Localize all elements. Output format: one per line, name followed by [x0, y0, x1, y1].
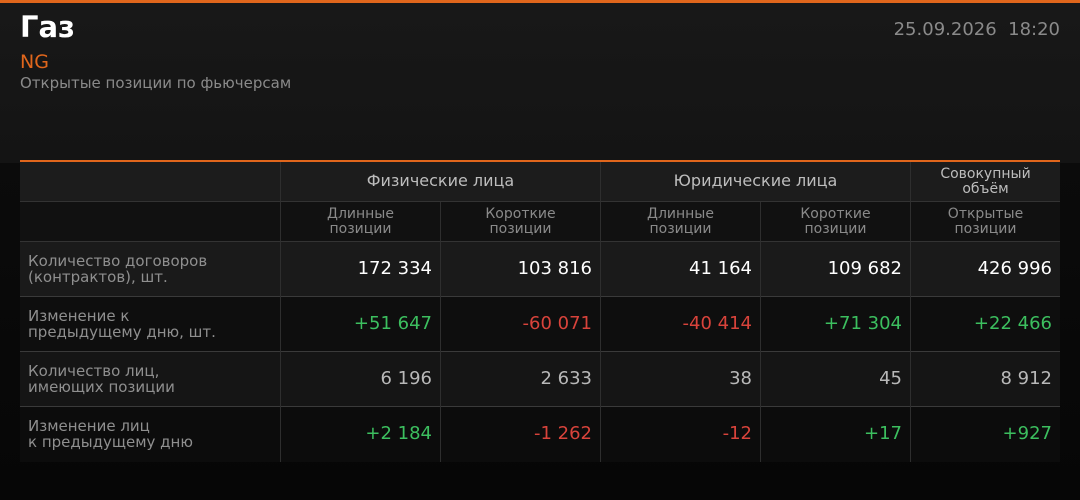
value-cell: 426 996	[910, 242, 1060, 297]
value-cell: -1 262	[440, 407, 600, 462]
value-cell: +22 466	[910, 297, 1060, 352]
value-cell: -60 071	[440, 297, 600, 352]
value-cell: 41 164	[600, 242, 760, 297]
subtitle: Открытые позиции по фьючерсам	[20, 74, 292, 92]
table-row	[20, 407, 1060, 462]
value-cell: +927	[910, 407, 1060, 462]
value-cell: +2 184	[280, 407, 440, 462]
column-header: Короткие позиции	[760, 202, 910, 242]
title: Газ	[20, 10, 75, 44]
column-header: Длинные позиции	[280, 202, 440, 242]
value-cell: -40 414	[600, 297, 760, 352]
group-header: Совокупный объём	[910, 162, 1060, 202]
header-blank	[20, 202, 280, 242]
value-cell: 38	[600, 352, 760, 407]
column-header: Короткие позиции	[440, 202, 600, 242]
value-cell: +17	[760, 407, 910, 462]
value-cell: -12	[600, 407, 760, 462]
group-header: Физические лица	[280, 162, 600, 202]
ticker: NG	[20, 51, 49, 73]
value-cell: +51 647	[280, 297, 440, 352]
value-cell: 8 912	[910, 352, 1060, 407]
column-header: Длинные позиции	[600, 202, 760, 242]
datetime: 25.09.2026 18:20	[893, 19, 1060, 40]
column-header: Открытые позиции	[910, 202, 1060, 242]
value-cell: 172 334	[280, 242, 440, 297]
table-row	[20, 242, 1060, 297]
value-cell: +71 304	[760, 297, 910, 352]
row-label: Изменение к предыдущему дню, шт.	[28, 306, 216, 341]
value-cell: 103 816	[440, 242, 600, 297]
value-cell: 109 682	[760, 242, 910, 297]
value-cell: 45	[760, 352, 910, 407]
row-label: Количество лиц, имеющих позиции	[28, 361, 175, 396]
table: Физические лица Юридические лица Совокупны…	[20, 160, 1060, 462]
row-label: Изменение лиц к предыдущему дню	[28, 416, 193, 451]
value-cell: 2 633	[440, 352, 600, 407]
table-row	[20, 352, 1060, 407]
header-blank	[20, 162, 280, 202]
table-row	[20, 297, 1060, 352]
value-cell: 6 196	[280, 352, 440, 407]
row-label: Количество договоров (контрактов), шт.	[28, 251, 208, 286]
group-header: Юридические лица	[600, 162, 910, 202]
